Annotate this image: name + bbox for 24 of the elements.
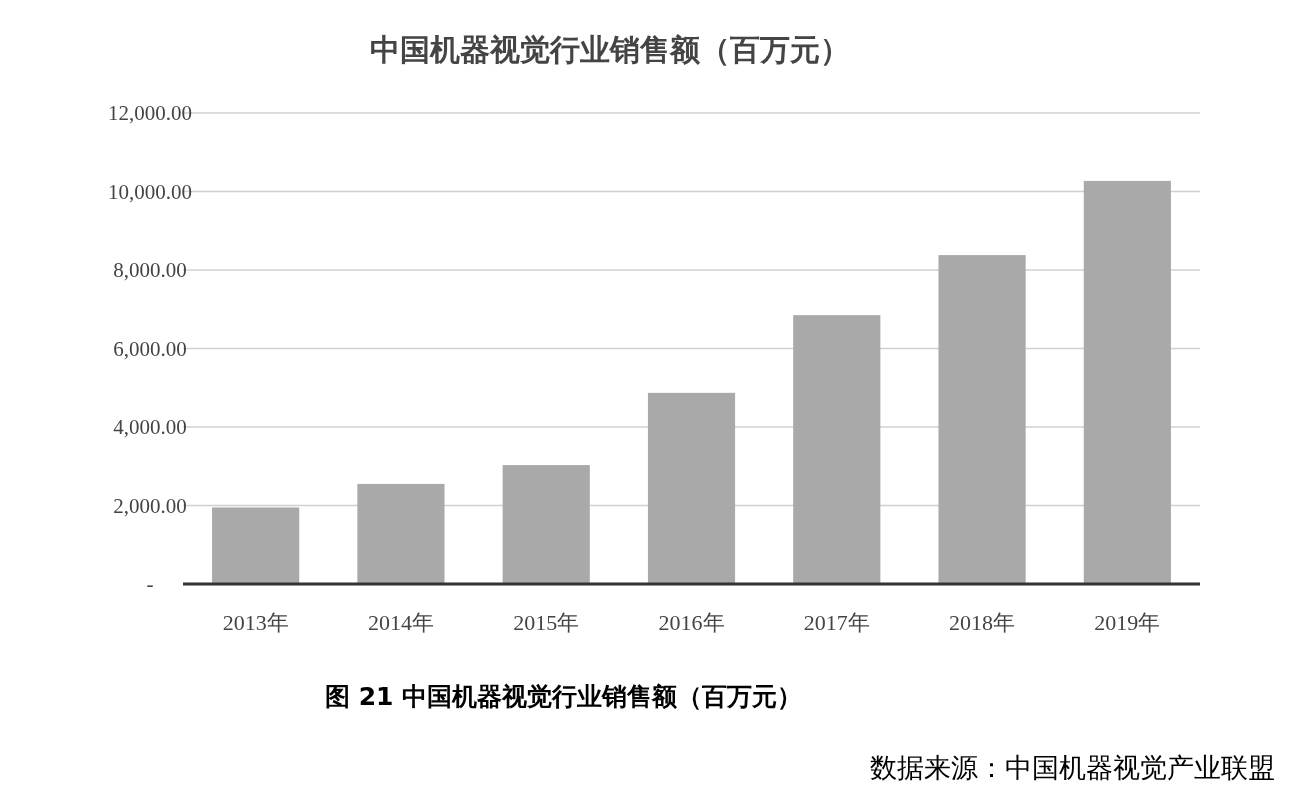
y-tick-label: 2,000.00 [113, 493, 187, 518]
bar [357, 483, 445, 584]
x-tick-label: 2015年 [513, 610, 580, 635]
bar [938, 255, 1026, 584]
x-tick-label: 2019年 [1094, 610, 1161, 635]
x-tick-label: 2013年 [222, 610, 289, 635]
source-note: 数据来源：中国机器视觉产业联盟 [870, 753, 1275, 783]
y-tick-label: 10,000.00 [108, 179, 192, 204]
y-tick-label: - [146, 572, 154, 596]
bar [793, 315, 881, 584]
y-tick-label: 8,000.00 [113, 258, 187, 282]
x-tick-label: 2017年 [803, 610, 870, 635]
bar [502, 465, 590, 584]
y-tick-label: 6,000.00 [113, 336, 187, 361]
caption: 图 21 中国机器视觉行业销售额（百万元） [325, 682, 803, 711]
bar [212, 507, 300, 584]
x-tick-label: 2014年 [367, 610, 434, 635]
y-tick-label: 12,000.00 [108, 101, 192, 125]
bar [647, 392, 736, 584]
y-tick-label: 4,000.00 [113, 415, 187, 439]
bar [1083, 180, 1171, 584]
x-tick-label: 2018年 [949, 610, 1016, 635]
x-tick-label: 2016年 [658, 610, 725, 635]
chart-title: 中国机器视觉行业销售额（百万元） [370, 32, 850, 67]
